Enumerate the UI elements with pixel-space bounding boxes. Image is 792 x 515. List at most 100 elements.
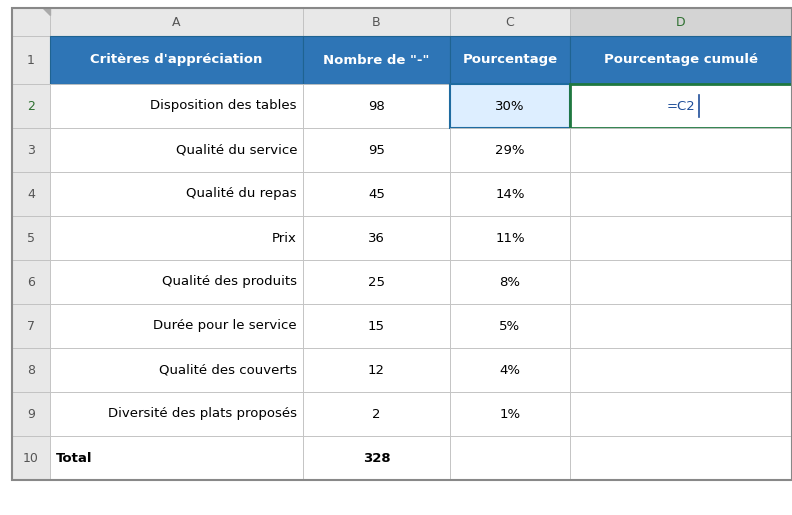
Bar <box>303 128 450 172</box>
Text: C: C <box>505 15 514 28</box>
Bar <box>12 84 50 128</box>
Bar <box>50 436 303 480</box>
Text: 3: 3 <box>27 144 35 157</box>
Text: Qualité du service: Qualité du service <box>176 144 297 157</box>
Bar <box>50 216 303 260</box>
Text: 4%: 4% <box>500 364 520 376</box>
Text: 95: 95 <box>368 144 385 157</box>
Text: 11%: 11% <box>495 232 525 245</box>
Bar <box>50 392 303 436</box>
Bar <box>570 172 792 216</box>
Text: 36: 36 <box>368 232 385 245</box>
Text: 8: 8 <box>27 364 35 376</box>
Text: 98: 98 <box>368 99 385 112</box>
Bar <box>303 84 450 128</box>
Text: Diversité des plats proposés: Diversité des plats proposés <box>108 407 297 421</box>
Text: 12: 12 <box>368 364 385 376</box>
Bar <box>12 36 50 84</box>
Bar <box>303 172 450 216</box>
Text: Durée pour le service: Durée pour le service <box>154 319 297 333</box>
Bar <box>570 128 792 172</box>
Bar <box>12 304 50 348</box>
Bar <box>450 348 570 392</box>
Text: 5%: 5% <box>500 319 520 333</box>
Text: =C2: =C2 <box>667 99 695 112</box>
Bar <box>570 348 792 392</box>
Bar <box>303 348 450 392</box>
Bar <box>570 260 792 304</box>
Text: Pourcentage: Pourcentage <box>463 54 558 66</box>
Bar <box>450 172 570 216</box>
Bar <box>50 84 303 128</box>
Text: Qualité des produits: Qualité des produits <box>162 276 297 288</box>
Bar <box>450 8 570 36</box>
Text: 29%: 29% <box>495 144 525 157</box>
Bar <box>303 260 450 304</box>
Text: 6: 6 <box>27 276 35 288</box>
Bar <box>570 216 792 260</box>
Bar <box>50 172 303 216</box>
Bar <box>570 304 792 348</box>
Bar <box>450 36 570 84</box>
Bar <box>12 436 50 480</box>
Text: Disposition des tables: Disposition des tables <box>150 99 297 112</box>
Bar <box>50 36 303 84</box>
Bar <box>303 8 450 36</box>
Text: D: D <box>676 15 686 28</box>
Text: 25: 25 <box>368 276 385 288</box>
Bar <box>303 36 450 84</box>
Bar <box>450 260 570 304</box>
Text: 1%: 1% <box>500 407 520 421</box>
Text: 9: 9 <box>27 407 35 421</box>
Text: 5: 5 <box>27 232 35 245</box>
Text: 30%: 30% <box>495 99 525 112</box>
Bar <box>570 436 792 480</box>
Bar <box>450 84 570 128</box>
Text: 1: 1 <box>27 54 35 66</box>
Text: Total: Total <box>56 452 93 465</box>
Bar <box>303 304 450 348</box>
Text: 15: 15 <box>368 319 385 333</box>
Text: 45: 45 <box>368 187 385 200</box>
Bar <box>570 392 792 436</box>
Text: 2: 2 <box>372 407 381 421</box>
Bar <box>570 36 792 84</box>
Bar <box>12 172 50 216</box>
Bar <box>450 128 570 172</box>
Text: Prix: Prix <box>272 232 297 245</box>
Text: 4: 4 <box>27 187 35 200</box>
Bar <box>12 392 50 436</box>
Bar <box>12 216 50 260</box>
Text: 10: 10 <box>23 452 39 465</box>
Bar <box>50 128 303 172</box>
Bar <box>570 8 792 36</box>
Text: Qualité du repas: Qualité du repas <box>186 187 297 200</box>
Bar <box>50 260 303 304</box>
Text: A: A <box>172 15 181 28</box>
Text: Qualité des couverts: Qualité des couverts <box>159 364 297 376</box>
Text: B: B <box>372 15 381 28</box>
Bar <box>450 436 570 480</box>
Polygon shape <box>43 8 50 15</box>
Bar <box>450 304 570 348</box>
Bar <box>450 392 570 436</box>
Bar <box>12 260 50 304</box>
Bar <box>570 84 792 128</box>
Bar <box>12 128 50 172</box>
Bar <box>303 436 450 480</box>
Bar <box>303 392 450 436</box>
Bar <box>50 304 303 348</box>
Bar <box>12 8 50 36</box>
Bar <box>303 216 450 260</box>
Text: 328: 328 <box>363 452 390 465</box>
Bar <box>12 348 50 392</box>
Text: 14%: 14% <box>495 187 525 200</box>
Text: Critères d'appréciation: Critères d'appréciation <box>90 54 263 66</box>
Text: 7: 7 <box>27 319 35 333</box>
Text: 8%: 8% <box>500 276 520 288</box>
Bar <box>450 216 570 260</box>
Bar <box>50 348 303 392</box>
Text: Nombre de "-": Nombre de "-" <box>323 54 430 66</box>
Text: 2: 2 <box>27 99 35 112</box>
Text: Pourcentage cumulé: Pourcentage cumulé <box>604 54 758 66</box>
